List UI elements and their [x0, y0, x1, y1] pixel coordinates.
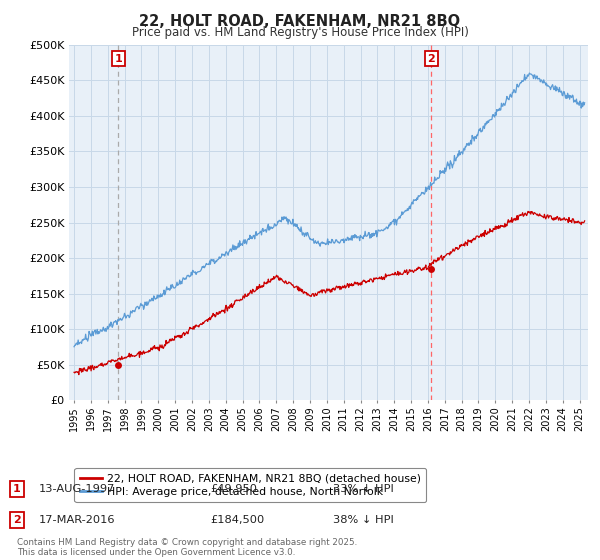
Text: 17-MAR-2016: 17-MAR-2016: [39, 515, 115, 525]
Legend: 22, HOLT ROAD, FAKENHAM, NR21 8BQ (detached house), HPI: Average price, detached: 22, HOLT ROAD, FAKENHAM, NR21 8BQ (detac…: [74, 468, 427, 502]
Text: 1: 1: [13, 484, 20, 494]
Text: 38% ↓ HPI: 38% ↓ HPI: [333, 515, 394, 525]
Text: 1: 1: [114, 54, 122, 64]
Text: 33% ↓ HPI: 33% ↓ HPI: [333, 484, 394, 494]
Text: 2: 2: [13, 515, 20, 525]
Text: 13-AUG-1997: 13-AUG-1997: [39, 484, 115, 494]
Text: £184,500: £184,500: [210, 515, 264, 525]
Text: 22, HOLT ROAD, FAKENHAM, NR21 8BQ: 22, HOLT ROAD, FAKENHAM, NR21 8BQ: [139, 14, 461, 29]
Text: Price paid vs. HM Land Registry's House Price Index (HPI): Price paid vs. HM Land Registry's House …: [131, 26, 469, 39]
Text: Contains HM Land Registry data © Crown copyright and database right 2025.
This d: Contains HM Land Registry data © Crown c…: [17, 538, 357, 557]
Text: 2: 2: [428, 54, 435, 64]
Text: £49,950: £49,950: [210, 484, 257, 494]
